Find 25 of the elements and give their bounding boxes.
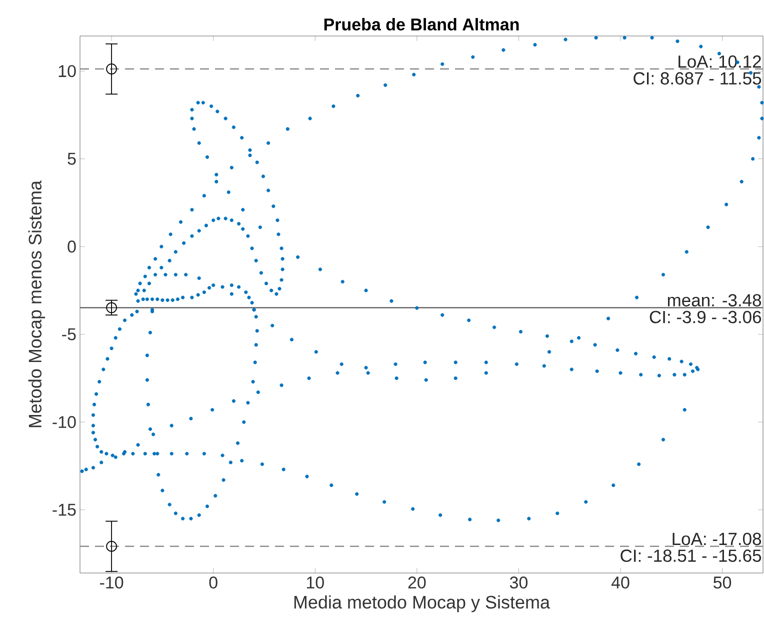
ref-line-label: LoA: 10.12 bbox=[678, 55, 761, 68]
y-axis-title: Metodo Mocap menos Sistema bbox=[28, 180, 46, 428]
x-tick-label: 10 bbox=[306, 576, 324, 589]
y-tick-label: 5 bbox=[68, 152, 76, 165]
x-tick-label: 50 bbox=[714, 576, 732, 589]
point bbox=[106, 64, 118, 74]
x-axis-title: Media metodo Mocap y Sistema bbox=[294, 595, 550, 612]
y-tick-label: 10 bbox=[58, 65, 76, 78]
x-tick-label: -10 bbox=[100, 576, 124, 589]
y-tick-label: -15 bbox=[52, 504, 76, 516]
ref-line-label: LoA: -17.08 bbox=[672, 532, 762, 546]
point bbox=[106, 540, 118, 552]
y-tick-label: -5 bbox=[62, 328, 76, 340]
chart-title: Prueba de Bland Altman bbox=[324, 18, 519, 30]
y-tick-label: -10 bbox=[52, 416, 76, 428]
annotation: CI: -18.51 - -15.65 bbox=[620, 550, 762, 562]
point bbox=[106, 302, 118, 314]
annotation: CI: -3.9 - -3.06 bbox=[650, 310, 762, 324]
x-tick-label: 20 bbox=[408, 576, 426, 589]
annotation: CI: 8.687 - 11.55 bbox=[634, 72, 762, 85]
y-tick-label: 0 bbox=[68, 240, 76, 253]
x-tick-label: 0 bbox=[209, 576, 218, 589]
x-tick-label: 30 bbox=[510, 576, 528, 589]
ref-line-label: mean: -3.48 bbox=[668, 294, 762, 306]
x-tick-label: 40 bbox=[611, 576, 630, 589]
